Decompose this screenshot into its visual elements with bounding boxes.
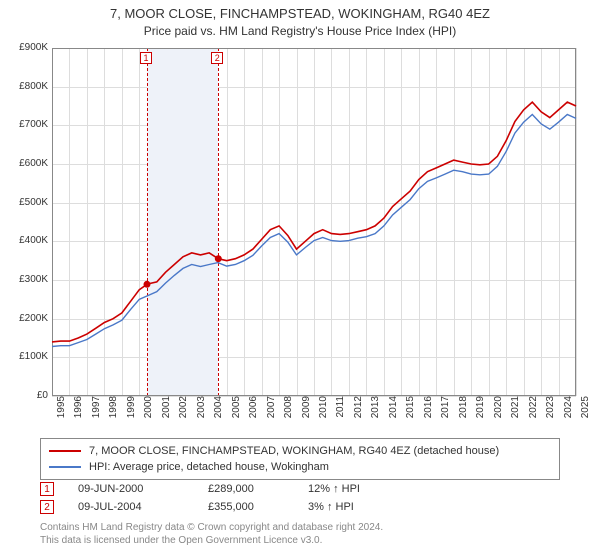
chart-title-address: 7, MOOR CLOSE, FINCHAMPSTEAD, WOKINGHAM,… <box>0 6 600 21</box>
xtick-label: 2019 <box>475 396 486 436</box>
xtick-label: 2007 <box>266 396 277 436</box>
legend-item: HPI: Average price, detached house, Woki… <box>49 459 551 475</box>
xtick-label: 2013 <box>370 396 381 436</box>
ytick-label: £700K <box>2 119 48 130</box>
xtick-label: 2002 <box>178 396 189 436</box>
xtick-label: 2023 <box>545 396 556 436</box>
xtick-label: 2018 <box>458 396 469 436</box>
xtick-label: 2020 <box>493 396 504 436</box>
legend-swatch-hpi <box>49 466 81 468</box>
xtick-label: 2011 <box>335 396 346 436</box>
ytick-label: £500K <box>2 197 48 208</box>
xtick-label: 2016 <box>423 396 434 436</box>
xtick-label: 1998 <box>108 396 119 436</box>
xtick-label: 2014 <box>388 396 399 436</box>
xtick-label: 2003 <box>196 396 207 436</box>
legend-label: 7, MOOR CLOSE, FINCHAMPSTEAD, WOKINGHAM,… <box>89 445 499 457</box>
xtick-label: 2012 <box>353 396 364 436</box>
xtick-label: 2009 <box>301 396 312 436</box>
footer-copyright: Contains HM Land Registry data © Crown c… <box>40 522 383 547</box>
xtick-label: 2005 <box>231 396 242 436</box>
xtick-label: 1997 <box>91 396 102 436</box>
sale-point-icon <box>144 281 151 288</box>
sale-marker-icon: 1 <box>40 482 54 496</box>
chart-legend: 7, MOOR CLOSE, FINCHAMPSTEAD, WOKINGHAM,… <box>40 438 560 480</box>
xtick-label: 2000 <box>143 396 154 436</box>
legend-item: 7, MOOR CLOSE, FINCHAMPSTEAD, WOKINGHAM,… <box>49 443 551 459</box>
footer-line2: This data is licensed under the Open Gov… <box>40 535 383 548</box>
ytick-label: £900K <box>2 42 48 53</box>
sale-price: £289,000 <box>208 483 308 495</box>
sales-row: 2 09-JUL-2004 £355,000 3% ↑ HPI <box>40 498 408 516</box>
xtick-label: 1995 <box>56 396 67 436</box>
ytick-label: £200K <box>2 313 48 324</box>
ytick-label: £400K <box>2 235 48 246</box>
series-line-hpi <box>52 115 576 347</box>
xtick-label: 1999 <box>126 396 137 436</box>
sales-row: 1 09-JUN-2000 £289,000 12% ↑ HPI <box>40 480 408 498</box>
ytick-label: £800K <box>2 81 48 92</box>
xtick-label: 2004 <box>213 396 224 436</box>
xtick-label: 2001 <box>161 396 172 436</box>
series-line-price_paid <box>52 102 576 342</box>
sale-number-marker: 2 <box>211 52 223 64</box>
sale-hpi: 3% ↑ HPI <box>308 501 408 513</box>
sale-marker-icon: 2 <box>40 500 54 514</box>
sale-number-marker: 1 <box>140 52 152 64</box>
sale-date: 09-JUN-2000 <box>78 483 208 495</box>
xtick-label: 2025 <box>580 396 591 436</box>
sale-date: 09-JUL-2004 <box>78 501 208 513</box>
legend-swatch-price-paid <box>49 450 81 452</box>
xtick-label: 2017 <box>440 396 451 436</box>
xtick-label: 2008 <box>283 396 294 436</box>
footer-line1: Contains HM Land Registry data © Crown c… <box>40 522 383 535</box>
xtick-label: 2015 <box>405 396 416 436</box>
sale-price: £355,000 <box>208 501 308 513</box>
xtick-label: 2021 <box>510 396 521 436</box>
sales-table: 1 09-JUN-2000 £289,000 12% ↑ HPI 2 09-JU… <box>40 480 408 516</box>
xtick-label: 1996 <box>73 396 84 436</box>
sale-hpi: 12% ↑ HPI <box>308 483 408 495</box>
xtick-label: 2010 <box>318 396 329 436</box>
chart-lines-svg <box>52 48 576 396</box>
ytick-label: £100K <box>2 351 48 362</box>
xtick-label: 2024 <box>563 396 574 436</box>
ytick-label: £0 <box>2 390 48 401</box>
ytick-label: £300K <box>2 274 48 285</box>
xtick-label: 2006 <box>248 396 259 436</box>
legend-label: HPI: Average price, detached house, Woki… <box>89 461 329 473</box>
chart-title-subtitle: Price paid vs. HM Land Registry's House … <box>0 24 600 38</box>
xtick-label: 2022 <box>528 396 539 436</box>
sale-point-icon <box>215 255 222 262</box>
ytick-label: £600K <box>2 158 48 169</box>
